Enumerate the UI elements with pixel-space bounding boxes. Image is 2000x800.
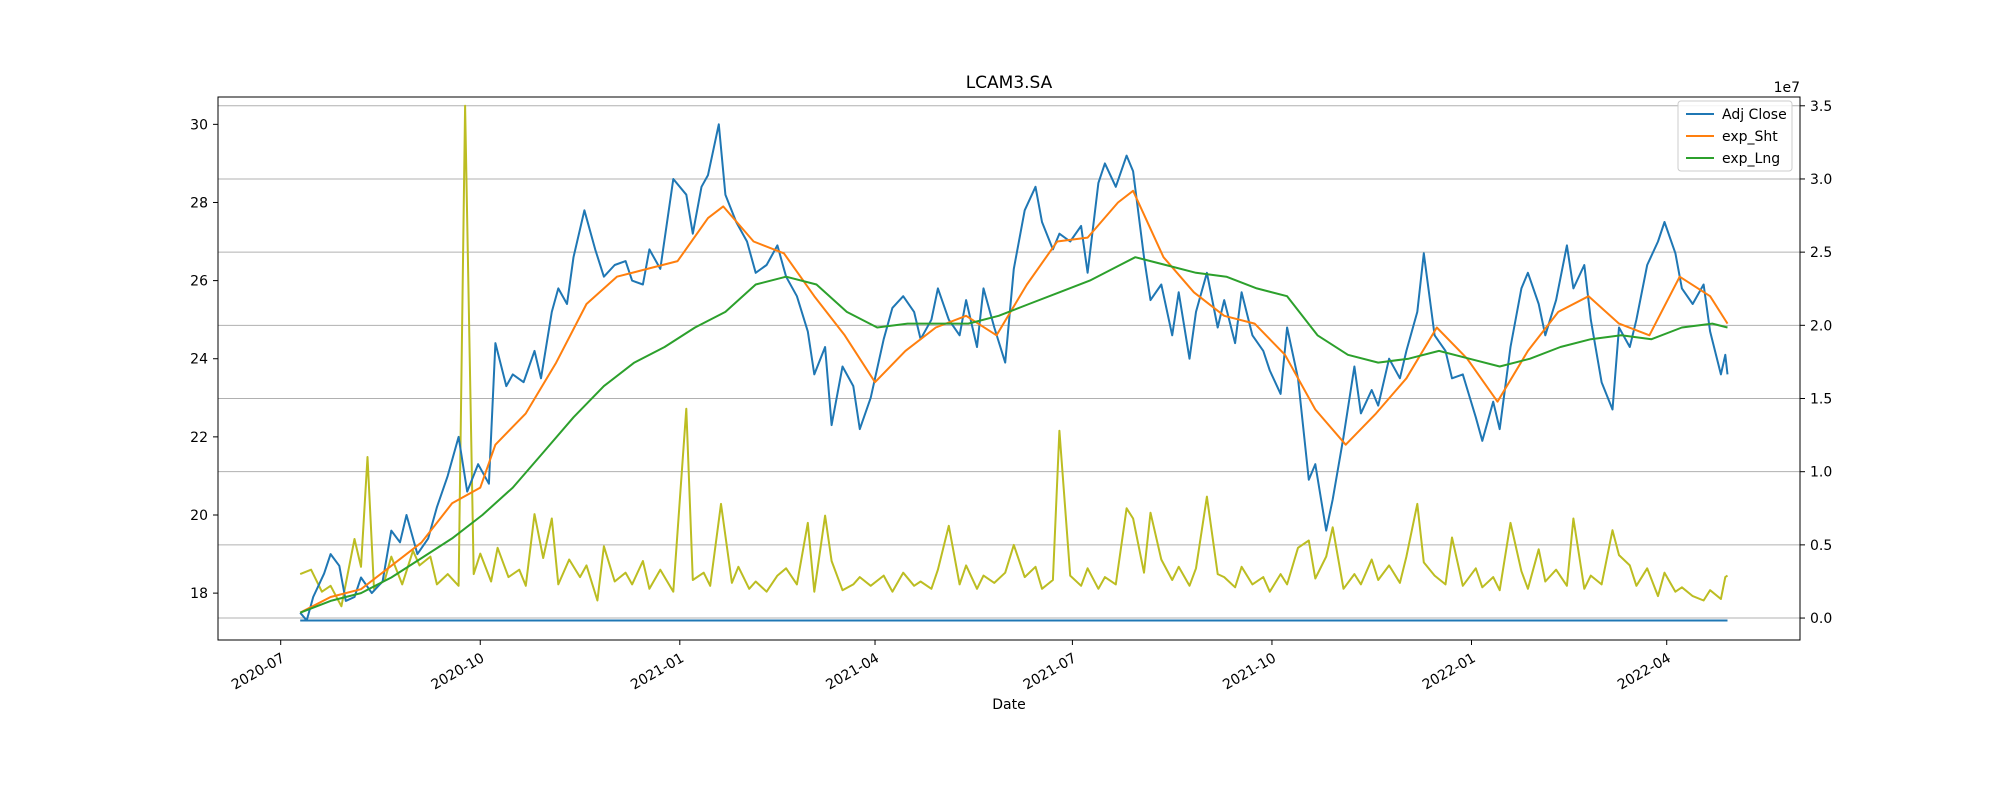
y-tick-label: 22 [190, 430, 208, 446]
y-tick-label: 30 [190, 117, 208, 133]
legend-entry-label: exp_Sht [1722, 129, 1778, 145]
y2-axis-ticks: 0.0 0.5 1.0 1.5 2.0 2.5 3.0 3.5 [1800, 99, 1832, 627]
x-axis-label: Date [992, 697, 1025, 713]
legend-entry-label: exp_Lng [1722, 151, 1780, 167]
y2-tick-label: 0.0 [1810, 611, 1832, 627]
legend-box [1677, 100, 1793, 172]
y2-tick-label: 2.5 [1810, 245, 1832, 261]
y2-tick-label: 2.0 [1810, 318, 1832, 334]
y2-tick-label: 3.0 [1810, 172, 1832, 188]
y2-axis-offset-label: 1e7 [1774, 80, 1800, 96]
y-tick-label: 26 [190, 274, 208, 290]
y2-tick-label: 1.0 [1810, 465, 1832, 481]
plot-frame [217, 96, 1801, 641]
y-tick-label: 24 [190, 352, 208, 368]
chart-title: LCAM3.SA [966, 73, 1053, 93]
series-line-volume [299, 104, 1729, 608]
series-line-adj-close [299, 123, 1729, 622]
y-tick-label: 20 [190, 508, 208, 524]
legend-entry-label: Adj Close [1722, 107, 1787, 123]
y2-tick-label: 3.5 [1810, 99, 1832, 115]
series-layer [299, 104, 1729, 622]
y2-tick-label: 1.5 [1810, 392, 1832, 408]
y-tick-label: 18 [190, 586, 208, 602]
y2-tick-label: 0.5 [1810, 538, 1832, 554]
series-line-exp-lng [299, 256, 1728, 614]
legend: Adj Close exp_Sht exp_Lng [1677, 100, 1793, 172]
y-axis-ticks: 18 20 22 24 26 28 30 [190, 117, 218, 602]
y-tick-label: 28 [190, 195, 208, 211]
